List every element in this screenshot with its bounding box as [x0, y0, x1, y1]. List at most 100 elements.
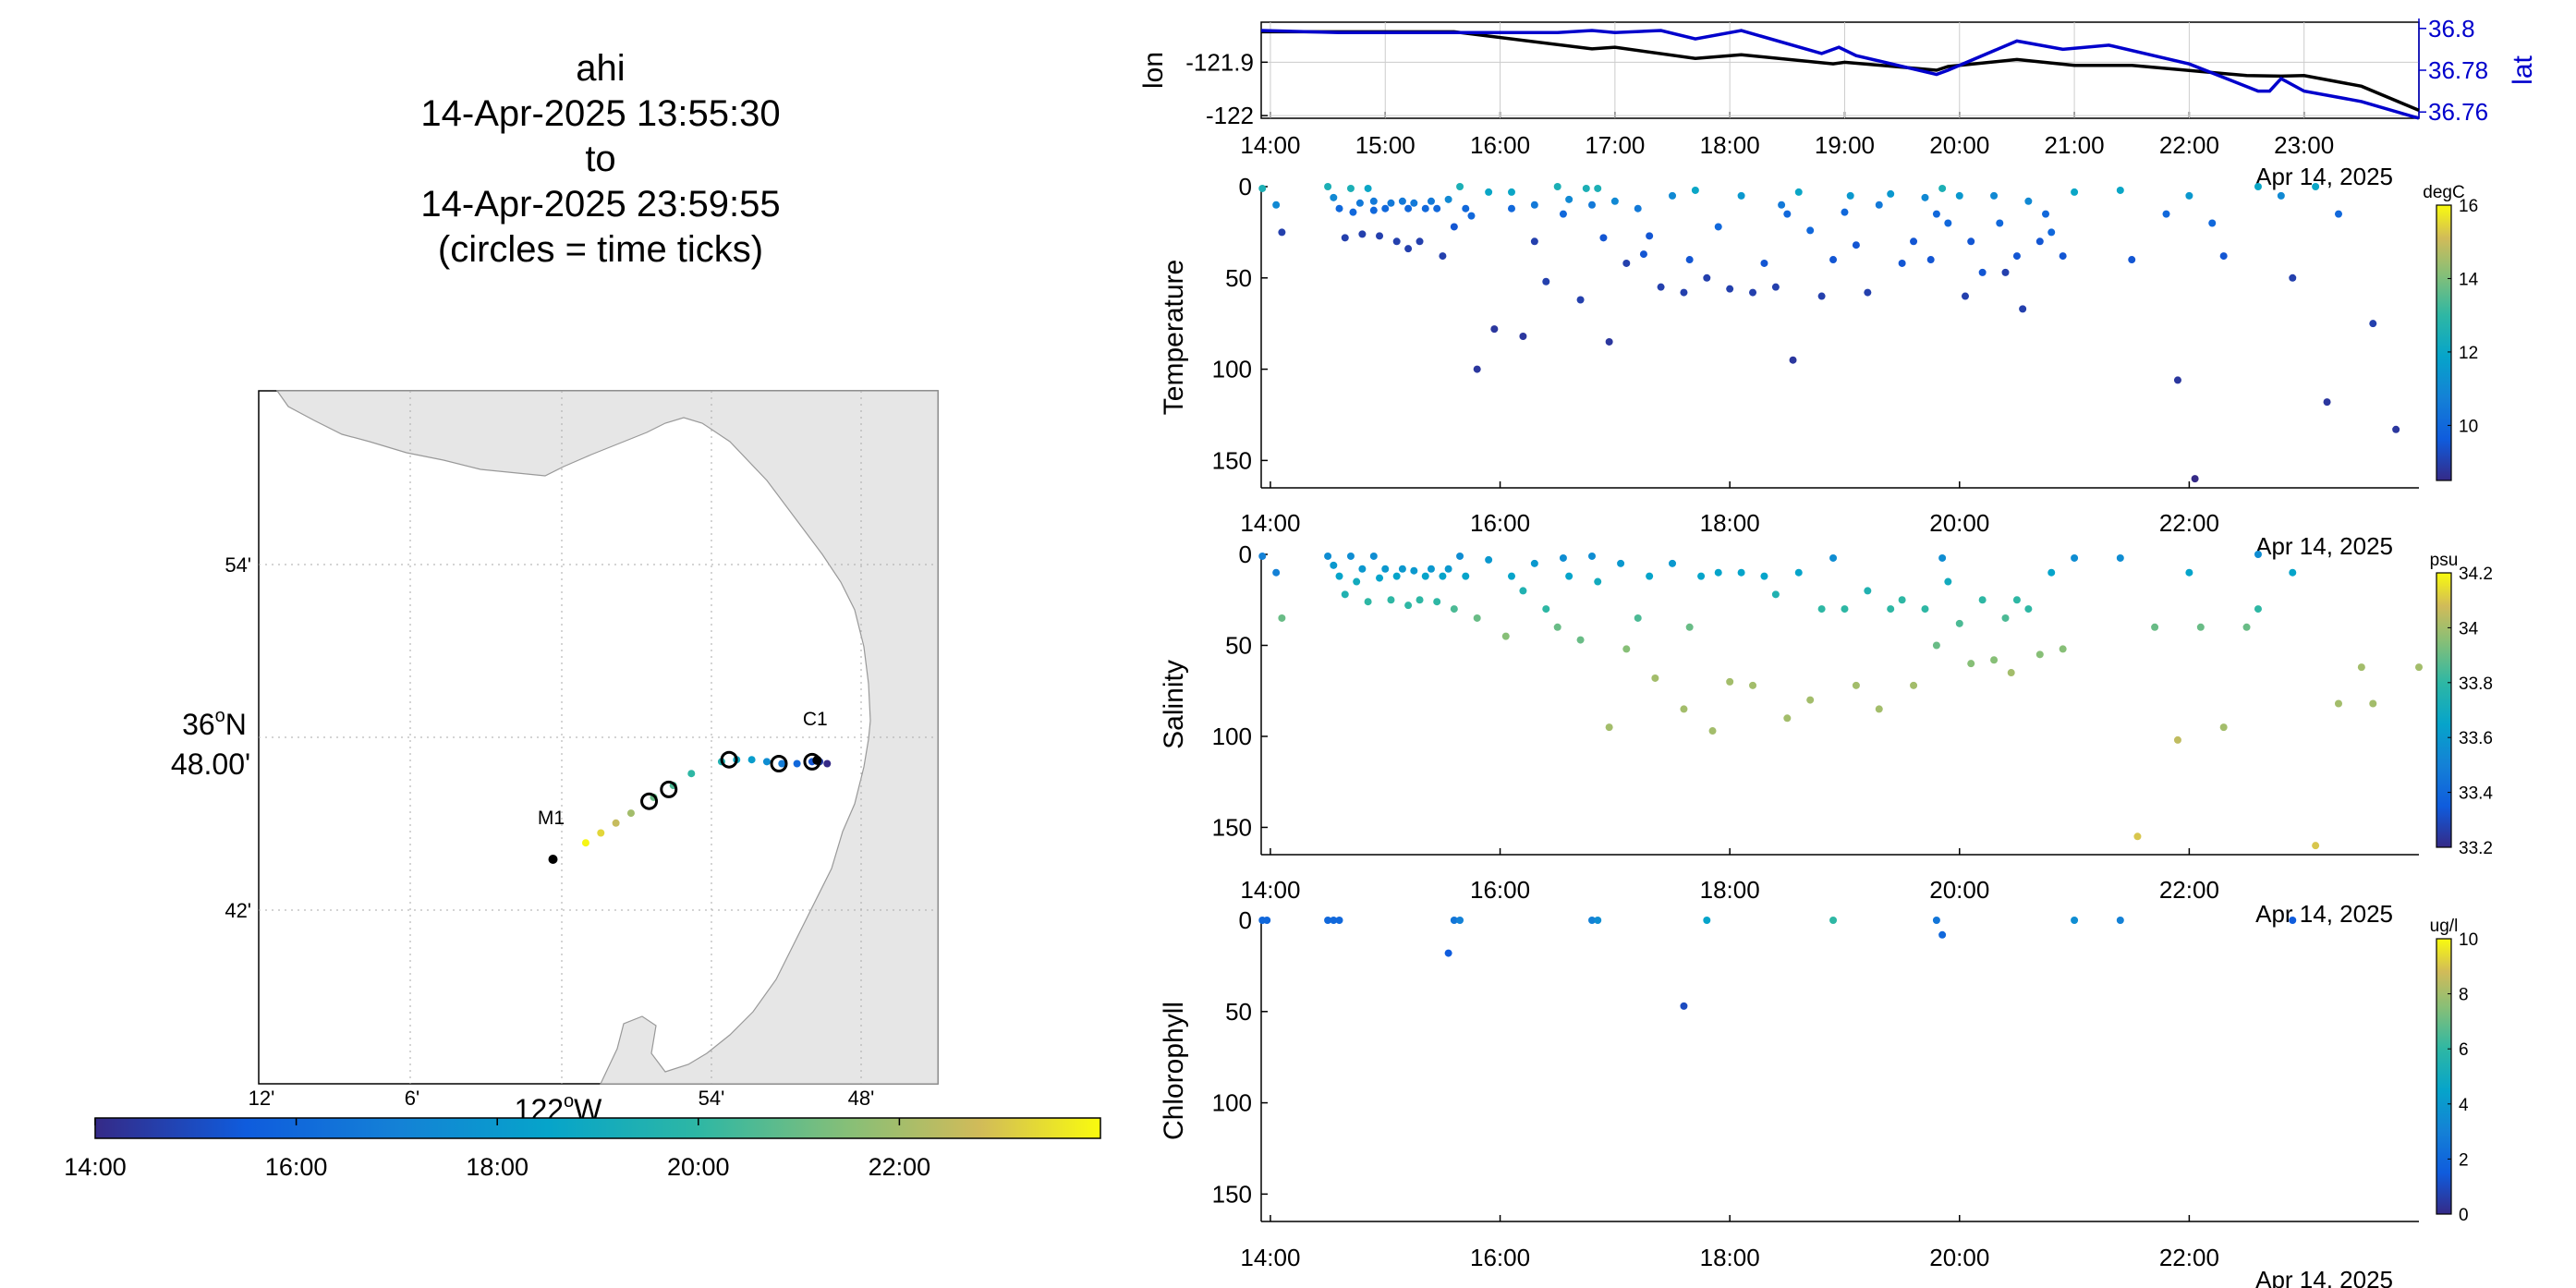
data-point	[1910, 681, 1918, 689]
data-point	[2191, 475, 2199, 483]
data-point	[1392, 237, 1401, 246]
data-point	[1530, 200, 1538, 209]
track-point	[823, 759, 832, 768]
time-tick-circle	[770, 755, 788, 772]
data-point	[1588, 552, 1596, 560]
y-tick-label: 150	[1212, 446, 1252, 474]
data-point	[2001, 614, 2010, 622]
data-point	[1335, 204, 1343, 213]
data-point	[1542, 277, 1550, 286]
data-point	[1507, 572, 1515, 580]
data-point	[1427, 197, 1435, 205]
track-point	[778, 759, 786, 768]
data-point	[1990, 191, 1999, 200]
data-point	[1565, 195, 1574, 203]
data-point	[1703, 917, 1711, 924]
data-point	[1841, 605, 1849, 614]
data-point	[2128, 256, 2136, 264]
data-point	[2219, 723, 2228, 732]
x-tick-label: 22:00	[2159, 1244, 2219, 1271]
data-point	[1473, 614, 1481, 622]
y2-tick-label: 36.8	[2428, 15, 2475, 43]
data-point	[2254, 605, 2262, 614]
data-point	[1358, 565, 1367, 573]
data-point	[1605, 723, 1613, 732]
y-tick-label: 50	[1225, 264, 1252, 292]
colorbar-tick-label: 16:00	[265, 1153, 328, 1181]
data-point	[2071, 917, 2079, 924]
colorbar-tick-label: 33.4	[2459, 784, 2493, 804]
data-point	[1404, 245, 1413, 253]
title-line-3: to	[585, 139, 616, 179]
data-point	[1634, 204, 1642, 213]
y-tick-label: 150	[1212, 1180, 1252, 1208]
data-point	[2059, 252, 2067, 261]
x-tick-label: 16:00	[1470, 876, 1530, 904]
map-lat-label-min: 48.00'	[171, 747, 250, 781]
data-point	[2019, 305, 2027, 313]
y-tick-label: -122	[1206, 102, 1254, 129]
data-point	[2369, 320, 2377, 328]
data-point	[1519, 333, 1527, 341]
station-marker	[548, 855, 558, 864]
data-point	[2001, 268, 2010, 276]
data-point	[1559, 210, 1567, 218]
data-point	[1749, 681, 1757, 689]
lon-axis-label: lon	[1138, 52, 1169, 89]
data-point	[2369, 699, 2377, 708]
data-point	[2289, 568, 2297, 577]
data-point	[2208, 219, 2217, 227]
data-point	[1938, 930, 1947, 939]
data-point	[1398, 565, 1406, 573]
data-point	[1582, 184, 1590, 192]
data-point	[1553, 623, 1561, 631]
data-point	[1932, 641, 1940, 650]
data-point	[1553, 183, 1561, 190]
colorbar-tick-label: 16	[2459, 197, 2478, 216]
data-point	[1697, 572, 1706, 580]
x-tick-label: 21:00	[2045, 131, 2105, 159]
y-tick-label: 50	[1225, 631, 1252, 659]
x-tick-label: 18:00	[1700, 876, 1760, 904]
data-point	[2162, 210, 2170, 218]
timeseries-panels: 14:00 15:00 16:00 17:00 18:00 19:00 20:00 21:00…	[1138, 15, 2538, 1288]
data-point	[2196, 623, 2205, 631]
track-point	[612, 819, 620, 827]
data-point	[1456, 552, 1464, 560]
data-point	[1669, 191, 1677, 200]
data-point	[1651, 674, 1659, 682]
x-tick-label: 18:00	[1700, 509, 1760, 537]
data-point	[1887, 189, 1895, 198]
data-point	[1576, 636, 1585, 644]
data-point	[1588, 917, 1596, 924]
data-point	[1427, 565, 1435, 573]
data-point	[1806, 226, 1815, 235]
colorbar-tick-label: 14	[2459, 270, 2479, 289]
data-point	[1726, 285, 1734, 293]
data-point	[1967, 237, 1975, 246]
data-point	[2219, 252, 2228, 261]
data-point	[1599, 234, 1608, 242]
y-axis-label: Chlorophyll	[1159, 1002, 1189, 1140]
data-point	[1778, 200, 1786, 209]
data-point	[1416, 237, 1424, 246]
date-label: Apr 14, 2025	[2255, 532, 2393, 560]
map-xtick-2: 54'	[699, 1087, 725, 1110]
data-point	[1324, 552, 1332, 560]
colorbar-tick-label: 34.2	[2459, 565, 2493, 584]
chlorophyll-panel: 14:00 16:00 18:00 20:00 22:00050100150Chloro…	[1159, 906, 2478, 1288]
data-point	[1990, 656, 1999, 664]
data-point	[1507, 188, 1515, 196]
data-point	[1387, 596, 1395, 604]
map-xtick-1: 6'	[405, 1087, 419, 1110]
date-label: Apr 14, 2025	[2255, 900, 2393, 928]
data-point	[1841, 208, 1849, 216]
colorbar-tick-label: 33.8	[2459, 674, 2493, 694]
data-point	[1978, 268, 1987, 276]
stations: M1 C1	[538, 709, 828, 864]
time-tick-circles	[640, 750, 821, 810]
data-point	[2151, 623, 2159, 631]
data-point	[1576, 296, 1585, 304]
data-point	[1444, 949, 1452, 957]
data-point	[1364, 598, 1372, 606]
